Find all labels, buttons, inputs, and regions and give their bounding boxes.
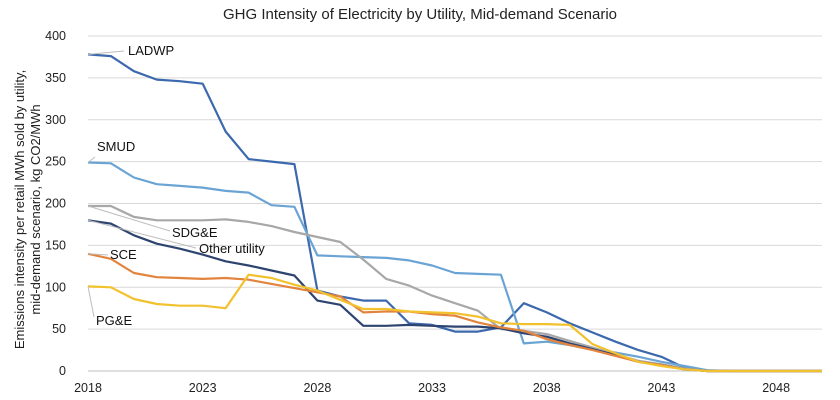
y-tick-label: 150: [45, 238, 66, 252]
gridlines: [88, 35, 822, 330]
y-tick-label: 400: [45, 29, 66, 43]
annotation-other-utility: Other utility: [199, 241, 265, 256]
annotation-smud: SMUD: [97, 139, 135, 154]
series-line-smud: [87, 161, 822, 373]
annotation-leader-smud: [87, 156, 96, 163]
annotation-leader-sce: [87, 253, 109, 256]
x-tick-label: 2033: [418, 381, 446, 395]
annotation-leader-other-utility: [87, 219, 197, 249]
y-tick-label: 0: [59, 364, 66, 378]
series-lines: [87, 53, 822, 373]
annotation-sdg-e: SDG&E: [172, 225, 218, 240]
x-tick-label: 2038: [533, 381, 561, 395]
x-tick-label: 2028: [303, 381, 331, 395]
x-tick-label: 2023: [189, 381, 217, 395]
annotation-leader-pg-e: [87, 286, 95, 318]
annotation-pg-e: PG&E: [96, 313, 132, 328]
x-tick-label: 2043: [648, 381, 676, 395]
y-tick-label: 300: [45, 113, 66, 127]
y-tick-label: 350: [45, 71, 66, 85]
annotation-leader-ladwp: [87, 50, 125, 55]
y-axis-label-line: mid-demand scenario, kg CO2/MWh: [28, 104, 43, 314]
y-tick-label: 200: [45, 197, 66, 211]
x-axis-ticks: 2018 2023 2028 2033 2038 2043 2048: [74, 381, 790, 395]
y-tick-label: 250: [45, 155, 66, 169]
y-axis-label: Emissions intensity per retail MWh sold …: [12, 70, 43, 349]
annotation-leader-sdg-e: [87, 205, 171, 232]
x-tick-label: 2048: [762, 381, 790, 395]
annotation-sce: SCE: [110, 247, 137, 262]
y-tick-label: 100: [45, 280, 66, 294]
chart-title: GHG Intensity of Electricity by Utility,…: [222, 6, 618, 23]
y-axis-ticks: 0 50 100 150 200 250 300 350 400: [45, 29, 66, 378]
series-line-pg-e: [87, 273, 822, 373]
y-tick-label: 50: [52, 322, 66, 336]
y-axis-label-line: Emissions intensity per retail MWh sold …: [12, 70, 27, 349]
x-tick-label: 2018: [74, 381, 102, 395]
annotation-ladwp: LADWP: [128, 43, 174, 58]
series-line-ladwp: [87, 53, 822, 373]
